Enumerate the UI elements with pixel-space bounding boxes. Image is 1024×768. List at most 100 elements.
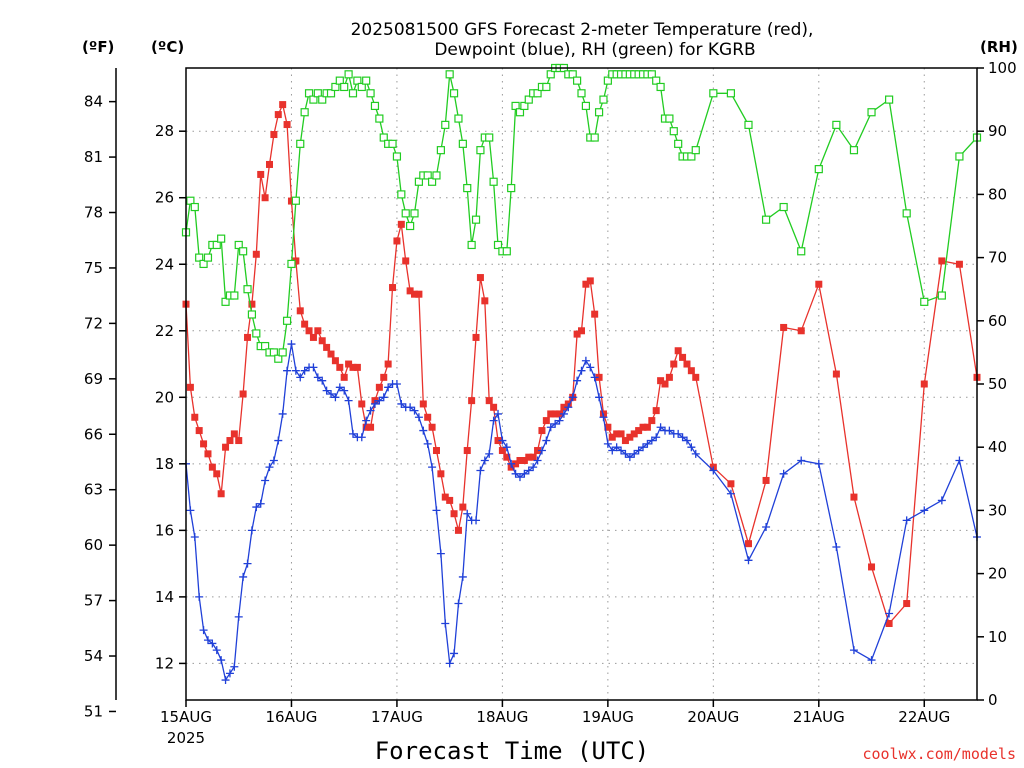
rh-point (502, 247, 511, 256)
temperature-point (679, 353, 687, 361)
rh-point (370, 101, 380, 111)
fahrenheit-tick-label: 51 (84, 702, 103, 720)
rh-point (287, 259, 296, 269)
celsius-tick-label: 18 (155, 455, 174, 473)
dewpoint-point (612, 443, 621, 452)
rh-point (432, 171, 441, 180)
dewpoint-point (247, 526, 256, 535)
dewpoint-point (392, 380, 401, 388)
rh-point (665, 114, 674, 123)
x-tick-label: 22AUG (898, 708, 950, 726)
temperature-point (217, 490, 225, 498)
rh-point (221, 297, 230, 306)
temperature-point (415, 290, 423, 298)
temperature-point (850, 493, 858, 501)
dewpoint-point (410, 406, 419, 415)
rh-point (252, 329, 261, 338)
temperature-point (481, 297, 489, 305)
dewpoint-point (647, 436, 656, 445)
series-layer (181, 63, 982, 685)
dewpoint-point (520, 469, 529, 478)
rh-point (186, 196, 195, 205)
dewpoint-point (652, 433, 661, 442)
temperature-point (393, 237, 401, 245)
rh-point (348, 89, 358, 98)
rh-point (568, 70, 577, 79)
temperature-point (648, 417, 656, 425)
rh-point (779, 202, 788, 212)
dewpoint-point (322, 386, 331, 395)
dewpoint-point (762, 523, 771, 532)
dewpoint-point (885, 609, 894, 618)
rh-point (212, 240, 221, 250)
dewpoint-point (186, 506, 195, 515)
dewpoint-point (362, 416, 371, 425)
rh-point (493, 240, 503, 250)
dewpoint-point (450, 649, 459, 658)
temperature-point (626, 433, 634, 441)
rh-tick-label: 10 (988, 628, 1007, 646)
rh-point (217, 234, 226, 243)
rh-point (436, 146, 445, 155)
rh-markers (181, 63, 982, 363)
rh-point (392, 152, 402, 161)
chart-title-line2: Dewpoint (blue), RH (green) for KGRB (434, 40, 755, 60)
temperature-point (327, 350, 335, 358)
temperature-point (617, 430, 625, 438)
rh-point (454, 114, 463, 123)
celsius-tick-label: 26 (155, 189, 174, 207)
rh-point (849, 146, 859, 155)
temperature-point (314, 327, 322, 335)
rh-point (445, 70, 454, 79)
dewpoint-point (608, 446, 617, 455)
rh-point (885, 95, 894, 104)
dewpoint-point (221, 676, 230, 685)
temperature-point (204, 450, 212, 458)
rh-point (520, 101, 529, 111)
rh-point (577, 89, 586, 98)
temperature-point (336, 363, 344, 371)
dewpoint-point (625, 453, 634, 462)
rh-tick-label: 60 (988, 312, 1007, 330)
dewpoint-point (529, 463, 538, 472)
dewpoint-point (779, 469, 788, 478)
temperature-point (661, 380, 669, 388)
rh-point (326, 89, 336, 98)
dewpoint-point (832, 542, 841, 551)
dewpoint-point (269, 456, 278, 465)
rh-point (594, 108, 604, 117)
dewpoint-point (586, 363, 595, 372)
celsius-tick-label: 14 (155, 588, 174, 606)
temperature-point (358, 400, 366, 408)
fahrenheit-tick-label: 60 (84, 536, 103, 554)
chart-title-line1: 2025081500 GFS Forecast 2-meter Temperat… (351, 20, 814, 40)
celsius-tick-label: 12 (155, 654, 174, 672)
rh-point (414, 177, 424, 186)
dewpoint-point (379, 393, 388, 402)
rh-point (542, 82, 551, 92)
dewpoint-point (283, 366, 292, 375)
dewpoint-point (590, 373, 599, 382)
rh-point (282, 316, 292, 325)
temperature-point (525, 453, 533, 461)
temperature-point (516, 457, 524, 465)
dewpoint-point (335, 383, 344, 392)
temperature-point (797, 327, 805, 335)
temperature-point (402, 257, 410, 265)
rh-point (318, 95, 327, 104)
dewpoint-point (937, 496, 946, 505)
temperature-point (406, 287, 414, 295)
dewpoint-point (397, 399, 406, 408)
temperature-point (670, 360, 678, 368)
rh-point (274, 354, 283, 363)
fahrenheit-tick-label: 84 (84, 93, 103, 111)
fahrenheit-tick-label: 54 (84, 647, 103, 665)
dewpoint-point (375, 396, 384, 405)
dewpoint-point (744, 556, 753, 565)
dewpoint-point (524, 466, 533, 475)
dewpoint-point (709, 466, 718, 475)
dewpoint-point (212, 646, 221, 655)
dewpoint-point (849, 646, 858, 655)
dewpoint-point (814, 459, 823, 468)
dewpoint-point (502, 443, 511, 452)
